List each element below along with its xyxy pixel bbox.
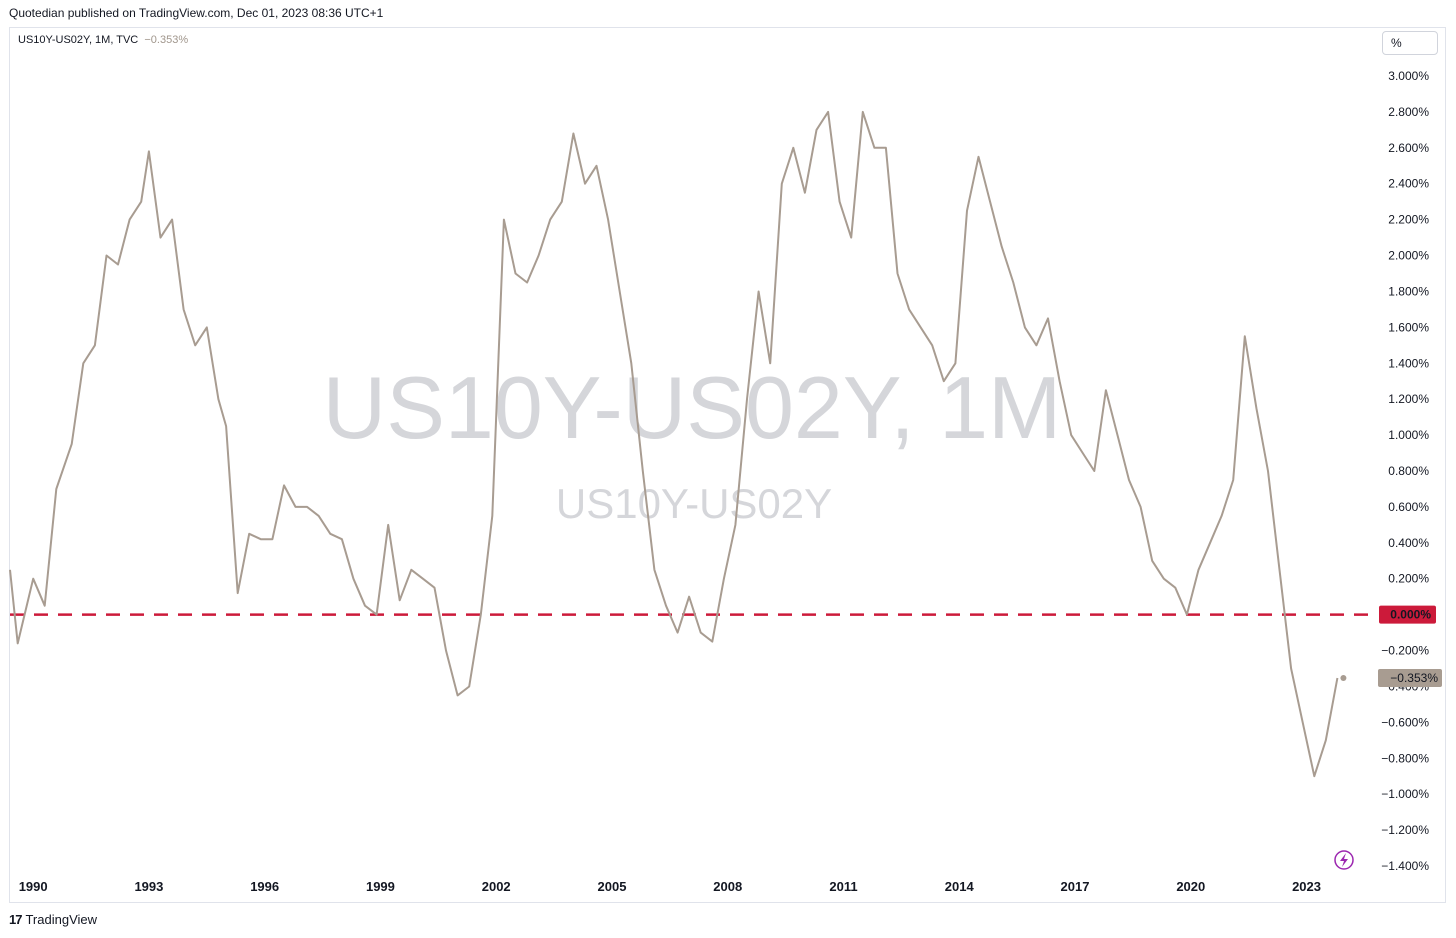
y-tick-label: 3.000% bbox=[1388, 69, 1429, 83]
y-tick-label: 0.600% bbox=[1388, 500, 1429, 514]
y-tick-label: 2.800% bbox=[1388, 105, 1429, 119]
y-tick-label: −1.400% bbox=[1381, 859, 1429, 873]
lightning-icon[interactable] bbox=[1334, 850, 1354, 870]
y-tick-label: −1.200% bbox=[1381, 823, 1429, 837]
y-tick-label: −1.000% bbox=[1381, 787, 1429, 801]
y-tick-label: 0.200% bbox=[1388, 572, 1429, 586]
y-tick-label: 2.000% bbox=[1388, 249, 1429, 263]
x-tick-label: 1996 bbox=[250, 879, 279, 894]
y-tick-label: 0.400% bbox=[1388, 536, 1429, 550]
x-tick-label: 2008 bbox=[713, 879, 742, 894]
watermark-sub: US10Y-US02Y bbox=[556, 480, 832, 527]
brand-name: TradingView bbox=[25, 912, 98, 927]
x-tick-label: 2002 bbox=[482, 879, 511, 894]
zero-badge: 0.000% bbox=[1379, 605, 1436, 624]
x-tick-label: 1990 bbox=[19, 879, 48, 894]
y-axis: 3.000% 2.800% 2.600% 2.400% 2.200% 2.000% 1.80… bbox=[1381, 69, 1429, 873]
chart-frame bbox=[9, 27, 1446, 903]
y-tick-label: −0.600% bbox=[1381, 715, 1429, 729]
x-tick-label: 2020 bbox=[1176, 879, 1205, 894]
x-tick-label: 1999 bbox=[366, 879, 395, 894]
symbol-legend[interactable]: US10Y-US02Y, 1M, TVC −0.353% bbox=[18, 34, 188, 46]
y-tick-label: 1.400% bbox=[1388, 356, 1429, 370]
y-tick-label: 2.600% bbox=[1388, 141, 1429, 155]
last-value-label: −0.353% bbox=[1390, 671, 1438, 685]
x-tick-label: 2005 bbox=[598, 879, 627, 894]
x-tick-label: 2023 bbox=[1292, 879, 1321, 894]
last-point bbox=[1340, 675, 1347, 682]
last-value-badge: −0.353% bbox=[1378, 669, 1442, 688]
y-tick-label: 1.000% bbox=[1388, 428, 1429, 442]
y-tick-label: 2.400% bbox=[1388, 177, 1429, 191]
publish-info: Quotedian published on TradingView.com, … bbox=[9, 6, 384, 20]
x-axis: 1990 1993 1996 1999 2002 2005 2008 2011 2014 2017… bbox=[19, 879, 1321, 894]
y-tick-label: 1.600% bbox=[1388, 320, 1429, 334]
x-tick-label: 2014 bbox=[945, 879, 975, 894]
watermark-main: US10Y-US02Y, 1M bbox=[323, 358, 1062, 457]
y-tick-label: 1.800% bbox=[1388, 284, 1429, 298]
x-tick-label: 2011 bbox=[829, 879, 857, 894]
tradingview-logo-icon: 17 bbox=[9, 912, 23, 927]
zero-badge-label: 0.000% bbox=[1390, 608, 1431, 622]
y-tick-label: −0.200% bbox=[1381, 644, 1429, 658]
symbol-value: −0.353% bbox=[144, 34, 189, 46]
y-tick-label: −0.800% bbox=[1381, 751, 1429, 765]
series-line bbox=[9, 110, 1339, 778]
unit-button[interactable]: % bbox=[1382, 31, 1438, 55]
x-tick-label: 2017 bbox=[1061, 879, 1090, 894]
symbol-label: US10Y-US02Y, 1M, TVC bbox=[18, 34, 139, 46]
y-tick-label: 1.200% bbox=[1388, 392, 1429, 406]
y-tick-label: 2.200% bbox=[1388, 213, 1429, 227]
y-tick-label: 0.800% bbox=[1388, 464, 1429, 478]
x-tick-label: 1993 bbox=[134, 879, 163, 894]
footer-brand[interactable]: 17 TradingView bbox=[9, 912, 97, 927]
